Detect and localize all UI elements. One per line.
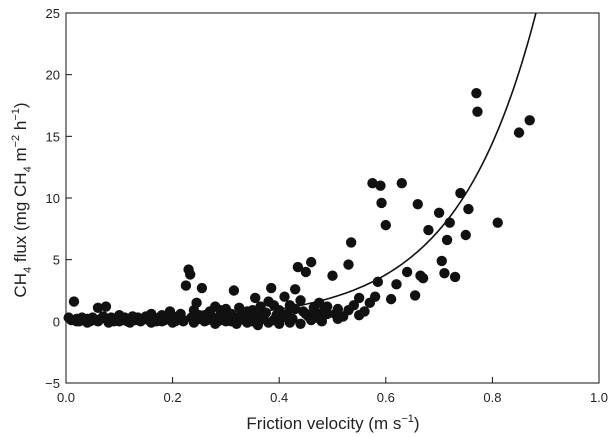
data-point bbox=[343, 305, 354, 316]
data-point bbox=[284, 317, 296, 328]
y-tick-label: 5 bbox=[53, 253, 60, 268]
data-point bbox=[82, 317, 93, 328]
data-point bbox=[439, 268, 450, 279]
x-tick-label: 0.8 bbox=[483, 390, 501, 405]
data-point bbox=[180, 280, 192, 291]
data-point bbox=[92, 316, 104, 327]
data-point bbox=[369, 291, 381, 302]
data-point bbox=[300, 308, 312, 320]
data-point bbox=[191, 297, 202, 309]
data-point bbox=[396, 178, 407, 189]
data-point bbox=[345, 237, 357, 248]
fit-curve bbox=[65, 12, 537, 322]
data-point bbox=[300, 266, 312, 278]
data-point bbox=[423, 224, 434, 236]
data-point bbox=[353, 292, 365, 304]
data-point bbox=[436, 255, 447, 267]
data-point bbox=[194, 309, 205, 321]
y-tick-label: 20 bbox=[46, 68, 60, 83]
data-point bbox=[321, 308, 333, 320]
x-tick-label: 0.0 bbox=[57, 390, 75, 405]
y-tick-label: 25 bbox=[46, 6, 60, 21]
data-point bbox=[332, 313, 344, 325]
data-point bbox=[332, 303, 344, 315]
data-point bbox=[441, 234, 453, 246]
data-point bbox=[247, 305, 258, 316]
x-axis-ticks: 0.0 0.2 0.4 0.6 0.8 1.0 bbox=[57, 377, 608, 405]
data-point bbox=[353, 309, 365, 321]
data-point bbox=[375, 180, 386, 191]
data-points bbox=[63, 87, 535, 331]
y-tick-label: −5 bbox=[45, 376, 60, 391]
data-point bbox=[215, 305, 226, 316]
data-point bbox=[263, 317, 274, 328]
data-point bbox=[449, 271, 461, 283]
data-point bbox=[258, 309, 269, 321]
x-axis-label: Friction velocity (m s−1) bbox=[246, 413, 419, 433]
data-point bbox=[376, 197, 387, 209]
data-point bbox=[146, 317, 157, 328]
data-point bbox=[311, 312, 322, 323]
data-point bbox=[220, 316, 232, 327]
data-point bbox=[327, 270, 338, 281]
data-point bbox=[71, 316, 82, 327]
data-point bbox=[250, 292, 261, 304]
data-point bbox=[292, 261, 304, 273]
data-point bbox=[268, 300, 280, 311]
y-tick-label: 15 bbox=[46, 129, 60, 144]
data-point bbox=[274, 318, 285, 329]
data-point bbox=[295, 318, 306, 329]
data-point bbox=[343, 259, 354, 270]
data-point bbox=[463, 203, 474, 215]
data-point bbox=[460, 229, 471, 241]
data-point bbox=[412, 198, 423, 210]
x-tick-label: 1.0 bbox=[590, 390, 608, 405]
plot-frame bbox=[65, 12, 600, 384]
y-axis-label: CH4 flux (mg CH4 m−2 h−1) bbox=[10, 102, 34, 297]
data-point bbox=[305, 256, 317, 268]
data-point bbox=[178, 316, 189, 327]
data-point bbox=[471, 87, 482, 99]
data-point bbox=[135, 314, 146, 326]
data-point bbox=[289, 284, 301, 295]
data-point bbox=[266, 282, 277, 294]
data-point bbox=[391, 279, 402, 290]
x-tick-label: 0.6 bbox=[377, 390, 395, 405]
data-point bbox=[92, 302, 104, 313]
data-point bbox=[372, 276, 384, 288]
data-point bbox=[524, 115, 535, 126]
data-point bbox=[385, 293, 397, 305]
data-point bbox=[196, 282, 208, 294]
data-point bbox=[279, 309, 290, 321]
data-point bbox=[252, 319, 264, 331]
data-point bbox=[279, 291, 290, 302]
data-point bbox=[472, 106, 483, 117]
data-point bbox=[228, 285, 240, 296]
data-point bbox=[455, 187, 466, 199]
y-tick-label: 0 bbox=[53, 314, 60, 329]
data-point bbox=[103, 317, 114, 328]
data-point bbox=[409, 290, 421, 301]
x-tick-label: 0.2 bbox=[164, 390, 182, 405]
data-point bbox=[184, 269, 196, 280]
data-point bbox=[513, 127, 525, 138]
data-point bbox=[367, 178, 378, 189]
data-point bbox=[68, 296, 80, 307]
data-point bbox=[433, 207, 445, 218]
data-point bbox=[401, 266, 413, 278]
y-tick-label: 10 bbox=[46, 191, 60, 206]
x-tick-label: 0.4 bbox=[270, 390, 288, 405]
data-point bbox=[380, 219, 391, 231]
data-point bbox=[295, 295, 306, 306]
data-point bbox=[100, 301, 112, 312]
data-point bbox=[321, 301, 333, 312]
data-point bbox=[492, 217, 503, 228]
data-point bbox=[188, 317, 200, 328]
data-point bbox=[167, 317, 178, 328]
data-point bbox=[417, 272, 429, 284]
y-axis-ticks: −5 0 5 10 15 20 25 bbox=[45, 6, 72, 391]
data-point bbox=[114, 316, 125, 327]
data-point bbox=[236, 312, 248, 323]
